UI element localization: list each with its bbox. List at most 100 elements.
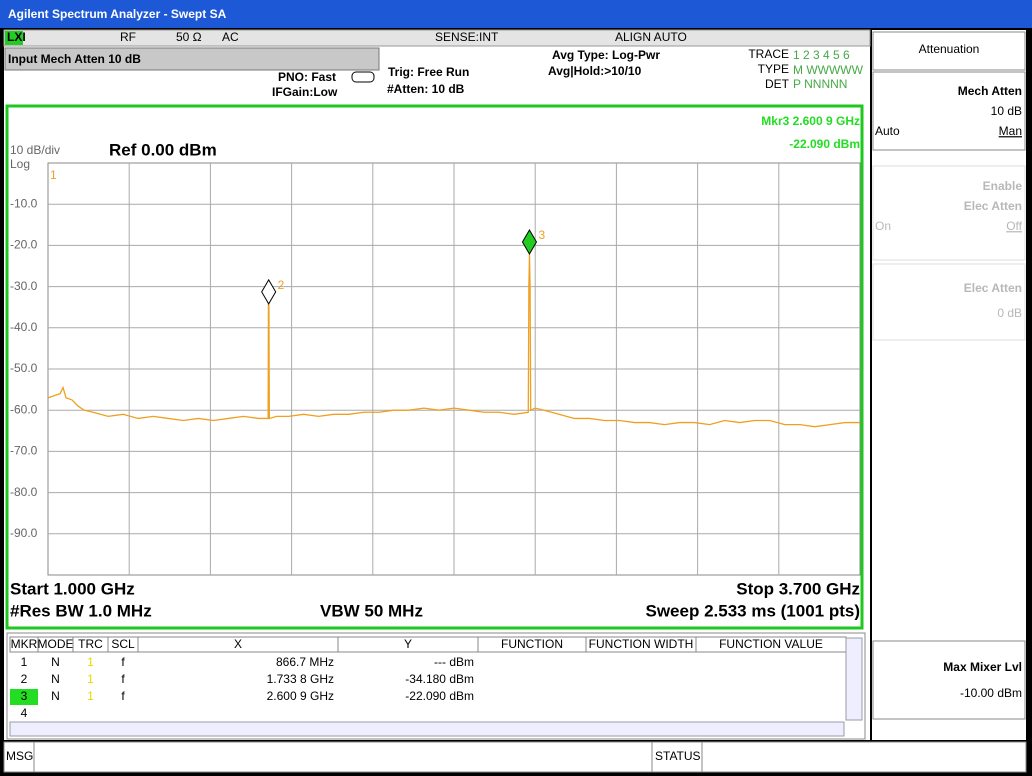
logo-box (5, 31, 23, 45)
banner-box (4, 47, 380, 71)
ifgain: IFGain:Low (272, 85, 338, 99)
softkey-label: Elec Atten (964, 199, 1022, 213)
type-values: M WWWWW (793, 63, 864, 77)
scale-type: Log (10, 157, 30, 171)
header-text: FUNCTION (501, 637, 563, 651)
v-scrollbar[interactable] (845, 637, 863, 721)
trig: Trig: Free Run (388, 65, 469, 79)
pno: PNO: Fast (278, 70, 336, 84)
y-tick-label: -70.0 (10, 444, 38, 458)
h-scrollbar[interactable] (9, 721, 845, 737)
softkey-option: Man (999, 124, 1022, 138)
scale: 10 dB/div (10, 143, 60, 157)
softkey[interactable] (872, 263, 1026, 341)
bottom-bar (3, 741, 1027, 773)
header-text: FUNCTION WIDTH (589, 637, 694, 651)
y-tick-label: -20.0 (10, 238, 38, 252)
status-item: SENSE:INT (435, 30, 499, 44)
table-cell: 2 (21, 672, 28, 686)
softkey-label: Max Mixer Lvl (943, 660, 1022, 674)
status-item: ALIGN AUTO (615, 30, 687, 44)
softkey-option: On (875, 219, 891, 233)
vbw: VBW 50 MHz (320, 601, 423, 620)
table-cell: 1 (87, 689, 94, 703)
marker-label: 1 (50, 168, 57, 182)
msg: MSG (6, 749, 33, 763)
table-cell: f (121, 672, 125, 686)
softkey-label: Elec Atten (964, 281, 1022, 295)
softkey-value: 10 dB (991, 104, 1022, 118)
header-text: TRC (78, 637, 103, 651)
table-cell: N (51, 689, 60, 703)
y-tick-label: -80.0 (10, 485, 38, 499)
y-tick-label: -40.0 (10, 320, 38, 334)
det-values: P NNNNN (793, 77, 847, 91)
softkey-value: 0 dB (997, 306, 1022, 320)
rbw: #Res BW 1.0 MHz (10, 601, 152, 620)
marker-readout-value: -22.090 dBm (789, 137, 860, 151)
marker-readout: Mkr3 2.600 9 GHz (761, 114, 860, 128)
header-text: X (234, 637, 242, 651)
title-bar (0, 0, 1032, 28)
status-item: RF (120, 30, 136, 44)
menu-title-box (872, 31, 1026, 71)
y-tick-label: -30.0 (10, 279, 38, 293)
status-item: AC (222, 30, 239, 44)
active-marker-cell (10, 689, 38, 705)
y-tick-label: -90.0 (10, 526, 38, 540)
type-label: TYPE (758, 62, 789, 76)
softkey-option: Auto (875, 124, 900, 138)
header-text: Y (404, 637, 412, 651)
stop: Stop 3.700 GHz (736, 579, 860, 598)
softkey-option: Off (1006, 219, 1022, 233)
header-text: FUNCTION VALUE (719, 637, 823, 651)
table-cell: -34.180 dBm (405, 672, 474, 686)
logo: LXI (7, 30, 26, 44)
status: STATUS (655, 749, 701, 763)
trace (47, 253, 860, 428)
table-cell: 1.733 8 GHz (267, 672, 334, 686)
softkey-value: -10.00 dBm (960, 686, 1022, 700)
table-cell: 3 (21, 689, 28, 703)
banner: Input Mech Atten 10 dB (8, 52, 141, 66)
table-cell: -22.090 dBm (405, 689, 474, 703)
atten: #Atten: 10 dB (387, 82, 465, 96)
det-label: DET (765, 77, 790, 91)
marker (521, 229, 538, 256)
table-cell: 1 (21, 655, 28, 669)
title-text: Agilent Spectrum Analyzer - Swept SA (8, 7, 227, 21)
start: Start 1.000 GHz (10, 579, 135, 598)
softkey-label: Enable (983, 179, 1023, 193)
header-text: MKR (11, 637, 38, 651)
header-text: SCL (111, 637, 135, 651)
menu-title: Attenuation (919, 42, 980, 56)
trace-label: TRACE (748, 47, 789, 61)
table-cell: N (51, 655, 60, 669)
table-cell: 4 (21, 706, 28, 720)
status-row (3, 29, 871, 47)
marker-label: 3 (538, 228, 545, 242)
softkey[interactable] (872, 640, 1026, 720)
y-tick-label: -60.0 (10, 402, 38, 416)
ref-level: Ref 0.00 dBm (109, 140, 217, 159)
table-cell: 1 (87, 672, 94, 686)
sweep: Sweep 2.533 ms (1001 pts) (645, 601, 860, 620)
trace-values: 1 2 3 4 5 6 (793, 48, 850, 62)
table-cell: 866.7 MHz (276, 655, 334, 669)
table-cell: 1 (87, 655, 94, 669)
table-cell: 2.600 9 GHz (267, 689, 334, 703)
y-tick-label: -10.0 (10, 196, 38, 210)
softkey-label: Mech Atten (958, 84, 1022, 98)
table-cell: f (121, 655, 125, 669)
marker (261, 278, 277, 305)
header-text: MODE (38, 637, 74, 651)
table-cell: --- dBm (434, 655, 474, 669)
softkey[interactable] (872, 71, 1026, 151)
y-tick-label: -50.0 (10, 361, 38, 375)
marker-label: 2 (278, 278, 285, 292)
softkey[interactable] (872, 165, 1026, 261)
table-cell: f (121, 689, 125, 703)
avg-type: Avg Type: Log-Pwr (552, 48, 660, 62)
table-cell: N (51, 672, 60, 686)
